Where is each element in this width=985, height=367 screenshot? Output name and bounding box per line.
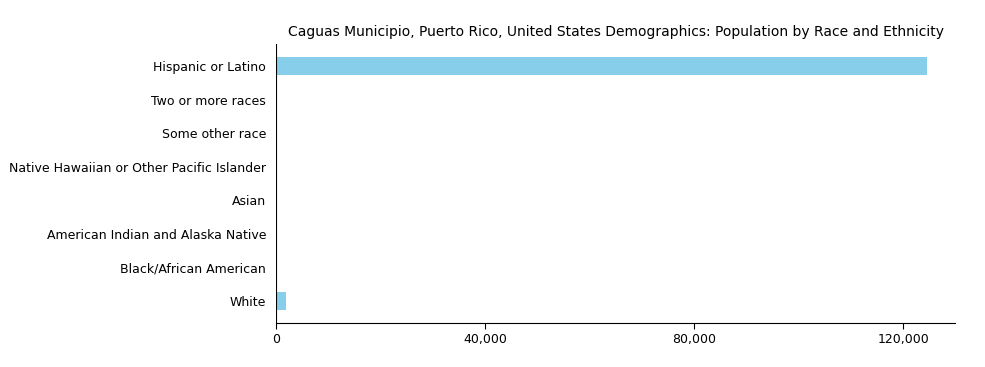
Bar: [276, 292, 287, 310]
Bar: [276, 57, 927, 75]
Title: Caguas Municipio, Puerto Rico, United States Demographics: Population by Race an: Caguas Municipio, Puerto Rico, United St…: [288, 25, 944, 39]
